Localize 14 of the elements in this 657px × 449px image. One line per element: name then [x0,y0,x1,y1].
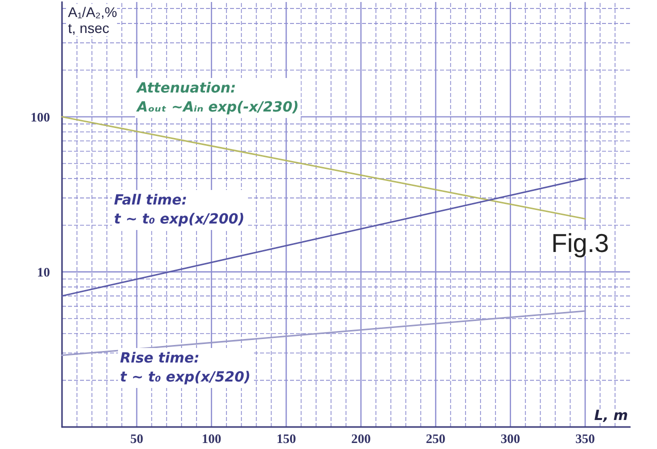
x-tick-label: 100 [202,431,222,446]
x-tick-label: 300 [500,431,520,446]
x-tick-label: 200 [351,431,371,446]
annotation: Rise time: t ~ t₀ exp(x/520) [120,350,251,386]
x-tick-label: 150 [276,431,296,446]
x-tick-label: 350 [575,431,595,446]
y-tick-label: 10 [37,264,50,280]
x-tick-label: 50 [130,431,144,446]
x-tick-label: 250 [426,431,446,446]
annotation: Fig.3 [551,228,610,258]
x-axis-title: L, m [594,408,628,424]
annotation: Attenuation: Aₒᵤₜ ~Aᵢₙ exp(-x/230) [136,80,299,116]
y-axis-title: A₁/A₂,% t, nsec [68,4,118,36]
annotation: Fall time: t ~ t₀ exp(x/200) [114,192,245,228]
